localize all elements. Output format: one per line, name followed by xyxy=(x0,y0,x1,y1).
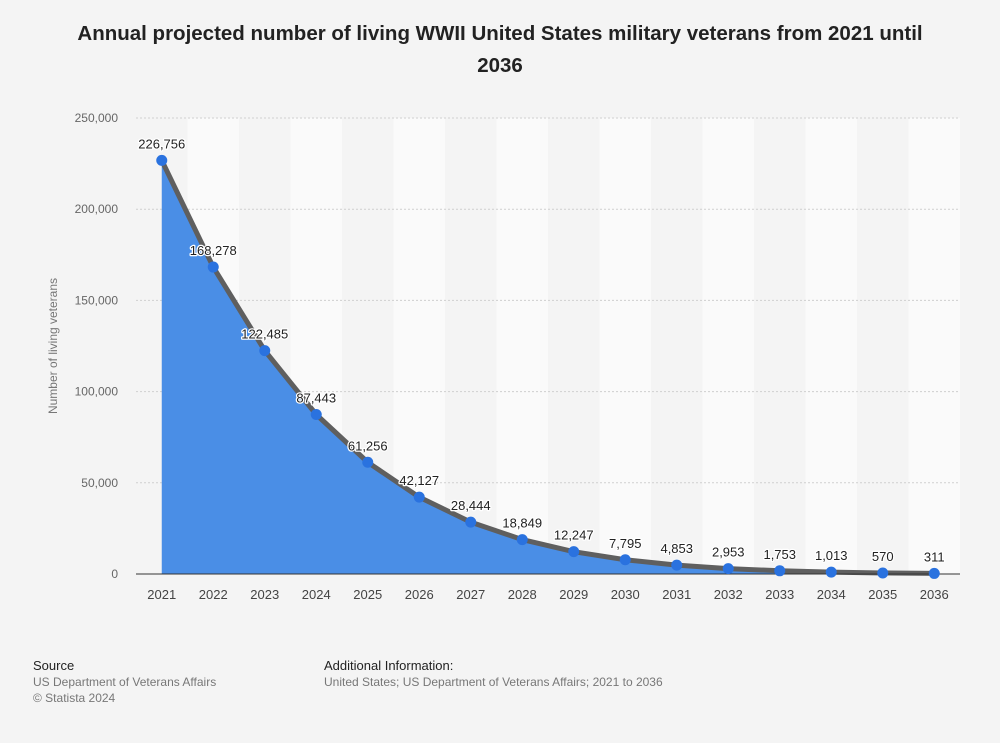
data-label: 2,953 xyxy=(712,545,745,560)
additional-info-text: United States; US Department of Veterans… xyxy=(324,675,663,689)
data-point xyxy=(568,546,580,558)
data-point xyxy=(619,554,631,566)
y-tick-label: 250,000 xyxy=(75,111,119,125)
data-point xyxy=(825,566,837,578)
data-label: 1,013 xyxy=(815,548,848,563)
x-tick-label: 2033 xyxy=(765,587,794,602)
x-tick-label: 2030 xyxy=(611,587,640,602)
data-point xyxy=(362,456,374,468)
x-tick-label: 2026 xyxy=(405,587,434,602)
data-label: 18,849 xyxy=(502,516,542,531)
data-point xyxy=(207,261,219,273)
x-tick-label: 2036 xyxy=(920,587,949,602)
data-label: 4,853 xyxy=(660,541,693,556)
column-band xyxy=(599,118,651,574)
data-point xyxy=(259,345,271,357)
x-tick-label: 2035 xyxy=(868,587,897,602)
data-point xyxy=(156,154,168,166)
x-tick-label: 2025 xyxy=(353,587,382,602)
source-text[interactable]: US Department of Veterans Affairs xyxy=(33,675,217,689)
x-tick-label: 2024 xyxy=(302,587,331,602)
data-point xyxy=(671,559,683,571)
x-tick-label: 2028 xyxy=(508,587,537,602)
y-tick-label: 200,000 xyxy=(75,202,119,216)
data-label: 1,753 xyxy=(763,547,796,562)
source-block: Source US Department of Veterans Affairs… xyxy=(33,658,216,706)
additional-info-heading: Additional Information: xyxy=(324,658,454,673)
area-fill xyxy=(161,160,935,575)
y-tick-label: 150,000 xyxy=(75,293,119,307)
x-tick-label: 2027 xyxy=(456,587,485,602)
data-label: 122,485 xyxy=(241,327,288,342)
data-point xyxy=(877,567,889,579)
column-band xyxy=(805,118,857,574)
y-axis-label: Number of living veterans xyxy=(46,278,60,414)
x-tick-label: 2023 xyxy=(250,587,279,602)
x-tick-label: 2032 xyxy=(714,587,743,602)
x-tick-label: 2031 xyxy=(662,587,691,602)
x-tick-label: 2029 xyxy=(559,587,588,602)
y-tick-label: 100,000 xyxy=(75,385,119,399)
data-label: 87,443 xyxy=(296,391,336,406)
data-point xyxy=(774,565,786,577)
data-label: 12,247 xyxy=(554,528,594,543)
y-tick-label: 0 xyxy=(111,567,118,581)
source-heading: Source xyxy=(33,658,75,673)
data-label: 7,795 xyxy=(609,536,642,551)
data-point xyxy=(310,409,322,421)
x-tick-label: 2021 xyxy=(147,587,176,602)
data-label: 311 xyxy=(924,549,945,564)
additional-info-block: Additional Information: United States; U… xyxy=(324,658,663,690)
data-label: 42,127 xyxy=(399,473,439,488)
area-chart: 0 50,000 100,000 150,000 200,000 250,000 Numbe… xyxy=(46,111,960,602)
data-label: 61,256 xyxy=(348,438,388,453)
data-point xyxy=(516,534,528,546)
data-label: 226,756 xyxy=(138,136,185,151)
y-tick-label: 50,000 xyxy=(81,476,118,490)
copyright-text: © Statista 2024 xyxy=(33,691,116,705)
data-point xyxy=(465,516,477,528)
x-tick-label: 2022 xyxy=(199,587,228,602)
data-label: 168,278 xyxy=(190,243,237,258)
column-band xyxy=(702,118,754,574)
x-tick-label: 2034 xyxy=(817,587,846,602)
column-band xyxy=(908,118,960,574)
chart-title: Annual projected number of living WWII U… xyxy=(77,22,923,77)
data-label: 28,444 xyxy=(451,498,491,513)
data-label: 570 xyxy=(872,549,894,564)
series-line xyxy=(159,157,937,576)
data-point xyxy=(722,563,734,575)
column-band xyxy=(496,118,548,574)
data-point xyxy=(928,567,940,579)
data-point xyxy=(413,491,425,503)
